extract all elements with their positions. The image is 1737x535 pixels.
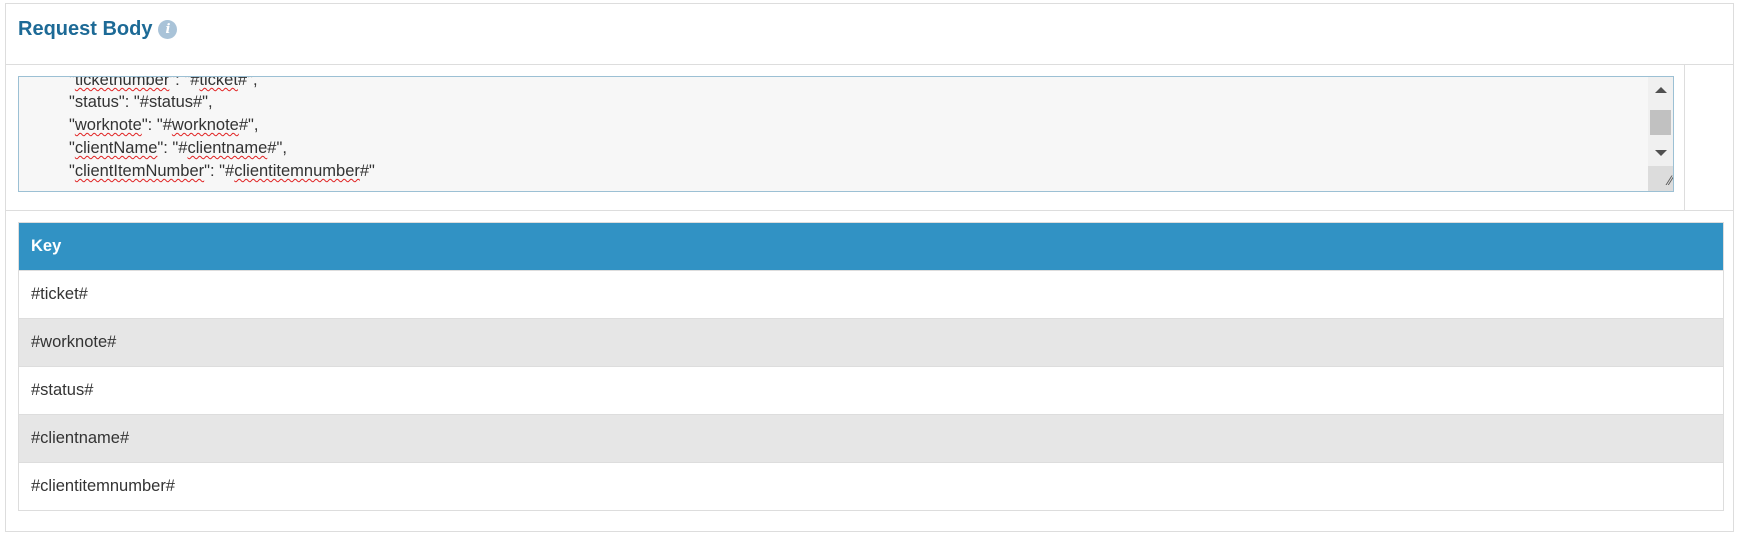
key-cell: #clientname#	[18, 414, 1724, 463]
section-title-text: Request Body	[18, 18, 153, 40]
resize-grip-icon[interactable]: ⁄⁄	[1648, 166, 1673, 191]
json-line: "worknote": "#worknote#",	[69, 116, 259, 134]
key-cell: #worknote#	[18, 318, 1724, 367]
key-cell: #clientitemnumber#	[18, 462, 1724, 511]
key-cell: #status#	[18, 366, 1724, 415]
request-body-panel: Request Body i "clientItemNumber": "#cli…	[5, 3, 1734, 532]
json-line: "status": "#status#",	[69, 93, 213, 111]
info-icon[interactable]: i	[158, 20, 178, 39]
request-body-textarea[interactable]: "clientItemNumber": "#clientitemnumber#"…	[18, 76, 1674, 192]
scroll-thumb[interactable]	[1650, 110, 1671, 135]
scroll-down-arrow-icon[interactable]	[1655, 150, 1667, 156]
key-table: Key #ticket# #worknote# #status# #client…	[18, 222, 1724, 511]
request-body-row: "clientItemNumber": "#clientitemnumber#"…	[6, 64, 1733, 211]
panel-header: Request Body i	[6, 4, 1733, 65]
column-divider	[1684, 64, 1685, 210]
key-column-header: Key	[18, 222, 1724, 271]
section-title: Request Body i	[18, 18, 178, 41]
textarea-scrollbar[interactable]: ⁄⁄	[1648, 77, 1673, 191]
scroll-up-arrow-icon[interactable]	[1655, 87, 1667, 93]
json-line: "clientName": "#clientname#",	[69, 139, 287, 157]
json-line: "clientItemNumber": "#clientitemnumber#"	[69, 162, 375, 180]
json-line: "ticketnumber": "#ticket#",	[69, 76, 258, 89]
key-cell: #ticket#	[18, 270, 1724, 319]
